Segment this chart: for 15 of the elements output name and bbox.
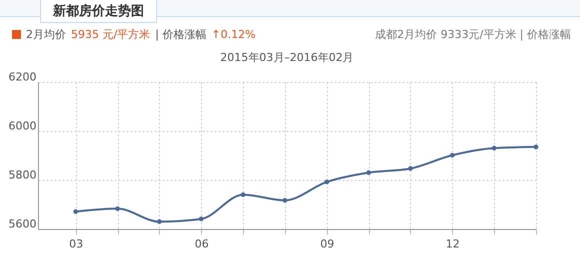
x-tick-label: 03 [69,238,84,250]
text: 新都房价走势图 [40,0,157,23]
text: ↑0.12% [211,28,256,41]
y-tick-label: 5600 [8,218,36,230]
x-tick-label: 06 [194,238,209,250]
text: 2月均价 [26,28,66,41]
text: 5935 元/平方米 [71,28,150,41]
y-tick-label: 6200 [8,70,36,84]
x-tick-label: 09 [320,238,334,250]
text: | 价格涨幅 [155,28,206,41]
text: 成都2月均价 9333元/平方米 | 价格涨幅 [375,27,571,42]
y-tick-label: 5800 [8,168,36,182]
chart-title: 2015年03月–2016年02月 [220,51,354,64]
x-tick-label: 12 [446,238,460,250]
y-tick-label: 6000 [8,120,36,132]
